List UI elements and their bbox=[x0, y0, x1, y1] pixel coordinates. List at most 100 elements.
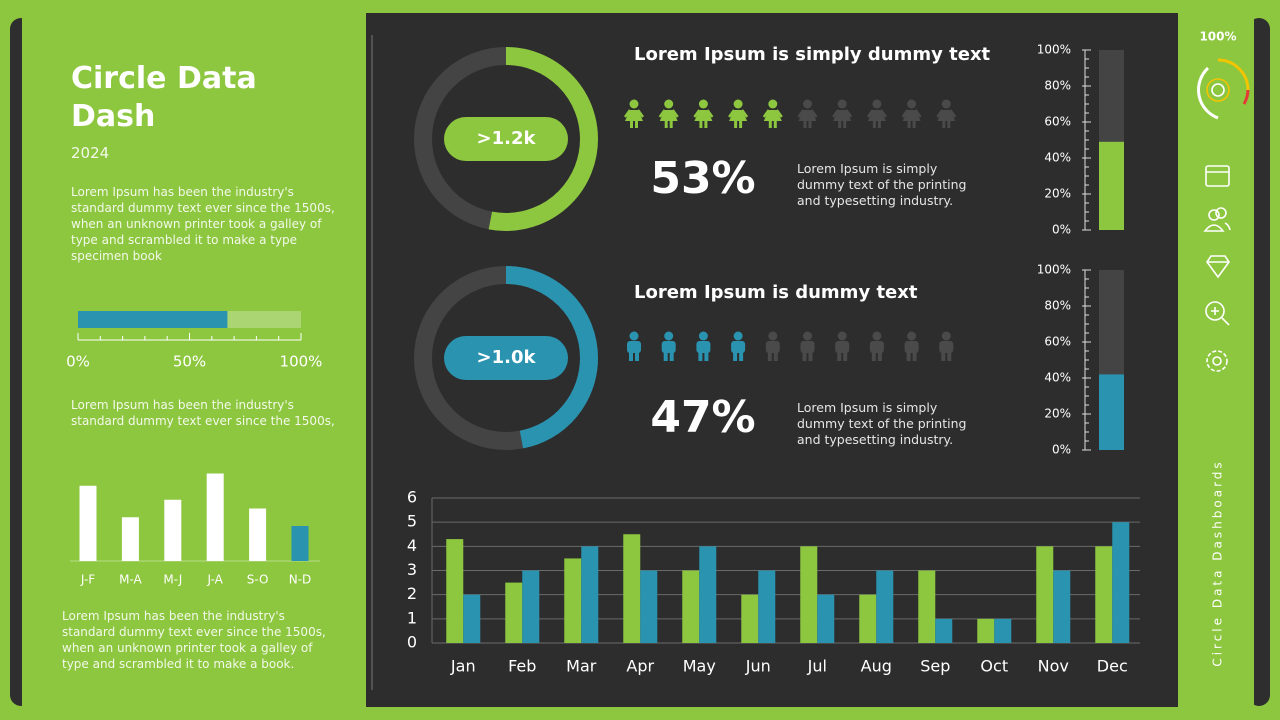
icon-arms bbox=[762, 109, 783, 118]
gauge-icon bbox=[1206, 78, 1230, 102]
person-icon bbox=[728, 99, 749, 128]
bottom-text: Lorem Ipsum has been the industry's stan… bbox=[62, 609, 326, 671]
icon-legs bbox=[837, 352, 842, 361]
icon-body bbox=[627, 341, 641, 353]
people-icon bbox=[1208, 209, 1220, 221]
bar bbox=[522, 570, 540, 643]
icon-legs bbox=[906, 352, 911, 361]
icon-head bbox=[837, 331, 847, 341]
icon-legs bbox=[664, 121, 668, 128]
icon-head bbox=[803, 331, 812, 341]
x-tick-label: Jun bbox=[745, 657, 771, 676]
icon-legs bbox=[739, 352, 744, 361]
person-icon bbox=[658, 99, 679, 128]
icon-legs bbox=[877, 121, 881, 128]
person-icon bbox=[835, 331, 850, 361]
x-tick-label: M-A bbox=[119, 573, 142, 587]
x-tick-label: Dec bbox=[1097, 657, 1128, 676]
x-tick-label: Feb bbox=[508, 657, 536, 676]
icon-head bbox=[698, 331, 708, 341]
icon-head bbox=[698, 99, 708, 109]
icon-head bbox=[768, 331, 778, 341]
x-tick-label: Oct bbox=[980, 657, 1008, 676]
tick-label: 0% bbox=[66, 353, 90, 371]
donut-pill bbox=[444, 117, 568, 161]
icon-head bbox=[768, 99, 778, 109]
description: Lorem Ipsum is simply dummy text of the … bbox=[797, 161, 967, 208]
section-title: Lorem Ipsum is dummy text bbox=[634, 282, 918, 303]
icon-legs bbox=[838, 121, 842, 128]
icon-arms bbox=[728, 109, 749, 118]
x-tick-label: Mar bbox=[566, 657, 597, 676]
gauge-arc bbox=[1242, 89, 1250, 105]
person-icon bbox=[731, 331, 746, 361]
tick-label: 60% bbox=[1044, 335, 1071, 349]
icon-legs bbox=[663, 352, 668, 361]
gauge-arc bbox=[1217, 58, 1250, 91]
percent-label: 53% bbox=[650, 153, 755, 204]
bar bbox=[935, 618, 953, 643]
person-icon bbox=[765, 331, 780, 361]
bar bbox=[859, 594, 877, 643]
person-icon bbox=[936, 99, 957, 128]
bar bbox=[249, 508, 267, 561]
bar bbox=[1095, 546, 1113, 643]
person-icon bbox=[797, 99, 818, 128]
person-icon bbox=[901, 99, 922, 128]
x-tick-label: M-J bbox=[163, 573, 182, 587]
icon-body bbox=[696, 341, 711, 353]
person-icon bbox=[869, 331, 884, 361]
zoom-icon bbox=[1205, 301, 1225, 321]
icon-body bbox=[904, 341, 919, 353]
icon-legs bbox=[907, 121, 911, 128]
icon-head bbox=[907, 99, 917, 109]
bar bbox=[1036, 546, 1054, 643]
people-icon bbox=[1215, 207, 1227, 219]
icon-legs bbox=[808, 121, 812, 128]
tick-label: 40% bbox=[1044, 151, 1071, 165]
icon-head bbox=[872, 99, 882, 109]
y-tick-label: 1 bbox=[407, 608, 417, 627]
bar bbox=[1099, 374, 1124, 450]
icon-legs bbox=[768, 121, 772, 128]
bar bbox=[121, 517, 139, 561]
icon-arms bbox=[901, 109, 922, 118]
person-icon bbox=[696, 331, 711, 361]
x-tick-label: Jul bbox=[807, 657, 827, 676]
icon-legs bbox=[808, 352, 813, 361]
bar bbox=[876, 570, 894, 643]
icon-legs bbox=[947, 121, 951, 128]
icon-legs bbox=[843, 352, 848, 361]
bar bbox=[564, 558, 582, 643]
bar bbox=[817, 594, 835, 643]
tick-label: 100% bbox=[280, 353, 323, 371]
icon-legs bbox=[699, 121, 703, 128]
icon-arms bbox=[866, 109, 887, 118]
icon-legs bbox=[802, 352, 807, 361]
bar bbox=[505, 582, 523, 643]
icon-legs bbox=[669, 352, 674, 361]
x-tick-label: S-O bbox=[247, 573, 269, 587]
person-icon bbox=[623, 99, 645, 128]
x-tick-label: Aug bbox=[861, 657, 892, 676]
icon-arms bbox=[936, 109, 957, 118]
icon-head bbox=[733, 331, 743, 341]
x-tick-label: Apr bbox=[626, 657, 654, 676]
tick-label: 20% bbox=[1044, 407, 1071, 421]
gauge-label: 100% bbox=[1199, 30, 1236, 44]
person-icon bbox=[800, 331, 815, 361]
icon-legs bbox=[872, 121, 876, 128]
icon-body bbox=[835, 341, 850, 353]
icon-legs bbox=[635, 352, 639, 361]
year: 2024 bbox=[71, 144, 110, 162]
bar bbox=[741, 594, 759, 643]
icon-legs bbox=[877, 352, 882, 361]
icon-head bbox=[803, 99, 812, 109]
percent-label: 47% bbox=[650, 392, 755, 443]
icon-legs bbox=[629, 352, 633, 361]
y-tick-label: 4 bbox=[407, 536, 417, 555]
bar bbox=[918, 570, 936, 643]
tick-label: 50% bbox=[173, 353, 206, 371]
bar bbox=[994, 618, 1012, 643]
zoom-icon bbox=[1211, 307, 1230, 326]
